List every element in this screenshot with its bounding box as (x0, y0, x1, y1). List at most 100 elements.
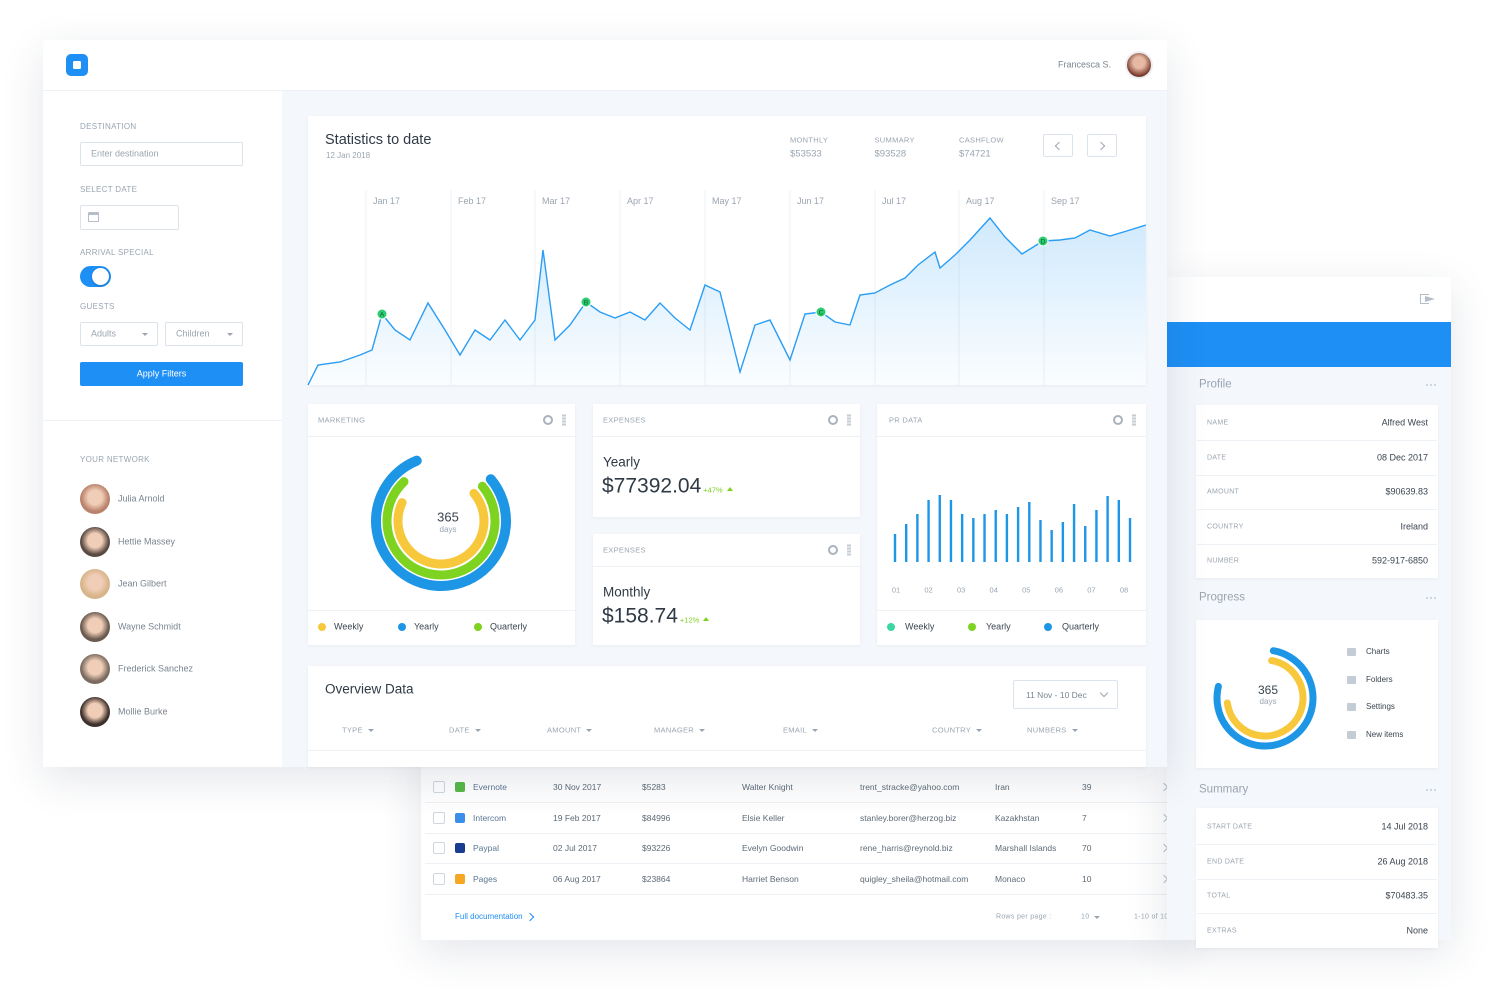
card-label: MARKETING (318, 415, 366, 425)
progress-item[interactable]: Folders (1366, 674, 1393, 684)
progress-item[interactable]: Charts (1366, 647, 1390, 656)
sort-caret (474, 728, 481, 732)
user-avatar[interactable] (1125, 51, 1153, 79)
user-name[interactable]: Francesca S. (1057, 59, 1111, 70)
apply-button[interactable] (80, 362, 243, 386)
drag-handle[interactable] (847, 414, 851, 426)
card-divider (877, 610, 1146, 611)
rows-label: Rows per page : (996, 913, 1052, 921)
column-header[interactable]: MANAGER (654, 725, 695, 735)
card-date: 12 Jan 2018 (326, 151, 371, 160)
select-value: Children (176, 328, 210, 339)
guest-select[interactable] (165, 322, 243, 346)
column-header[interactable]: COUNTRY (932, 725, 972, 735)
person-avatar[interactable] (80, 484, 110, 514)
progress-card (1196, 620, 1438, 768)
drag-handle[interactable] (847, 544, 851, 556)
more-icon (1426, 789, 1428, 791)
drag-handle[interactable] (562, 414, 566, 426)
table-cell: 39 (1082, 781, 1092, 792)
person-avatar[interactable] (80, 654, 110, 685)
table-cell: 70 (1082, 842, 1092, 853)
destination-input[interactable] (80, 142, 243, 166)
sort-caret (812, 728, 819, 732)
person-avatar[interactable] (80, 569, 110, 600)
summary-value: $93528 (874, 148, 907, 160)
person-avatar[interactable] (80, 526, 110, 557)
donut-label: days (1259, 697, 1277, 706)
sort-caret (586, 728, 593, 732)
more-icon (1430, 384, 1432, 386)
doc-link[interactable]: Full documentation (455, 912, 523, 921)
row-divider (425, 802, 1175, 803)
column-header[interactable]: EMAIL (783, 725, 808, 735)
row-checkbox[interactable] (433, 842, 445, 854)
drag-handle[interactable] (1132, 414, 1136, 426)
logo-mark (73, 61, 81, 69)
trend-arrow (726, 487, 733, 491)
column-header[interactable]: AMOUNT (547, 725, 582, 735)
field-value: 592-917-6850 (1371, 555, 1428, 566)
profile-card (1196, 405, 1438, 578)
table-cell: rene_harris@reynold.biz (860, 842, 953, 853)
app-name: Paypal (473, 842, 499, 853)
more-icon (1426, 384, 1428, 386)
table-cell: 06 Aug 2017 (553, 873, 601, 884)
field-label: ARRIVAL SPECIAL (80, 248, 154, 257)
settings-icon[interactable] (828, 415, 838, 425)
pr-card (877, 404, 1146, 645)
field-label: END DATE (1207, 858, 1245, 866)
row-checkbox[interactable] (433, 811, 445, 824)
person-name[interactable]: Frederick Sanchez (118, 663, 194, 674)
app-name: Pages (473, 873, 498, 884)
legend-dot (968, 623, 976, 631)
person-name[interactable]: Hettie Massey (118, 536, 176, 547)
expense-change: +12% (679, 615, 700, 625)
field-label: AMOUNT (1207, 488, 1240, 496)
progress-item[interactable]: Settings (1366, 702, 1395, 712)
guest-select[interactable] (80, 322, 158, 346)
table-cell: Walter Knight (742, 781, 793, 792)
column-header[interactable]: TYPE (342, 725, 363, 735)
person-name[interactable]: Jean Gilbert (118, 578, 167, 589)
card-title: Overview Data (325, 681, 414, 697)
field-label: START DATE (1207, 823, 1253, 831)
select-caret (227, 332, 233, 336)
date-input[interactable] (80, 205, 179, 230)
rows-value[interactable]: 10 (1081, 913, 1090, 921)
settings-icon[interactable] (828, 545, 838, 555)
column-header[interactable]: DATE (449, 725, 470, 735)
sidebar-divider (43, 420, 282, 421)
field-divider (1197, 440, 1437, 441)
expenses-card (593, 534, 860, 645)
progress-item[interactable]: New items (1366, 730, 1404, 740)
card-divider (877, 436, 1146, 437)
person-name[interactable]: Wayne Schmidt (118, 621, 181, 632)
card-label: PR DATA (889, 415, 923, 425)
table-cell: 10 (1082, 873, 1092, 884)
date-range-select[interactable] (1013, 680, 1118, 709)
row-checkbox[interactable] (433, 781, 445, 793)
panel-banner (1167, 322, 1451, 367)
more-icon (1430, 597, 1432, 599)
column-header[interactable]: NUMBERS (1027, 725, 1067, 735)
more-icon (1426, 597, 1428, 599)
field-label: GUESTS (80, 302, 115, 311)
table-cell: Monaco (995, 873, 1026, 884)
donut-value: 365 (437, 509, 459, 525)
person-name[interactable]: Julia Arnold (118, 493, 165, 504)
nav-button[interactable] (1043, 134, 1073, 157)
settings-icon[interactable] (543, 415, 553, 425)
field-value: None (1406, 925, 1428, 936)
row-checkbox[interactable] (433, 872, 445, 885)
card-divider (593, 566, 860, 567)
field-value: $90639.83 (1385, 486, 1428, 497)
settings-icon[interactable] (1113, 415, 1123, 425)
legend-label: Weekly (905, 621, 935, 632)
nav-button[interactable] (1087, 134, 1117, 157)
person-name[interactable]: Mollie Burke (118, 706, 168, 717)
person-avatar[interactable] (80, 611, 110, 642)
person-avatar[interactable] (80, 697, 110, 727)
exit-icon[interactable] (1420, 294, 1429, 304)
legend-dot (398, 623, 406, 631)
